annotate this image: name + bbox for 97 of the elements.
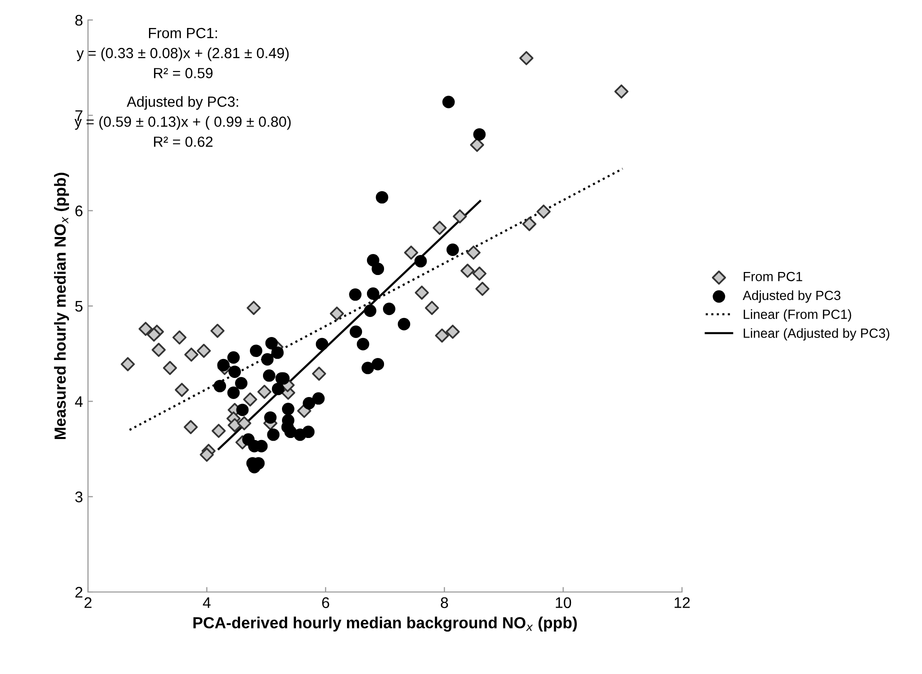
point	[349, 288, 362, 301]
point	[522, 216, 536, 232]
legend-label: From PC1	[744, 272, 802, 282]
x-axis-title: PCA-derived hourly median background NO$_{x}$ (ppb)	[193, 616, 577, 632]
x-tick-label: 10	[556, 597, 572, 608]
point	[146, 328, 161, 342]
point	[243, 392, 258, 406]
point	[414, 286, 429, 300]
point	[196, 344, 211, 358]
point	[382, 302, 396, 316]
point	[152, 342, 166, 357]
point	[174, 382, 189, 397]
point	[235, 377, 248, 390]
point	[372, 262, 384, 276]
point	[536, 204, 551, 219]
point	[446, 324, 460, 339]
point	[261, 353, 274, 366]
point	[271, 346, 284, 359]
point	[214, 380, 226, 392]
point	[472, 266, 486, 281]
point	[264, 411, 277, 424]
point	[466, 246, 481, 260]
y-tick-label: 6	[75, 206, 82, 216]
point	[404, 246, 418, 260]
point	[184, 420, 198, 434]
point	[330, 306, 344, 321]
point	[217, 358, 230, 372]
point	[246, 300, 261, 315]
point	[138, 322, 153, 336]
point	[414, 254, 427, 268]
y-tick-label: 7	[75, 110, 82, 121]
point	[470, 138, 484, 152]
point	[236, 404, 249, 416]
point	[356, 338, 370, 350]
annotation: From PC1:	[148, 28, 217, 38]
legend-label: Adjusted by PC3	[742, 290, 840, 303]
point	[316, 338, 328, 350]
point	[227, 386, 240, 399]
point	[237, 416, 252, 430]
point	[284, 426, 297, 438]
x-tick-label: 2	[84, 597, 92, 608]
point	[362, 362, 374, 374]
point	[366, 287, 380, 300]
point	[184, 348, 198, 362]
y-tick-label: 8	[75, 14, 82, 26]
x-tick-label: 12	[674, 597, 690, 608]
point	[312, 366, 326, 381]
point	[172, 330, 187, 345]
point	[452, 209, 467, 224]
point	[282, 402, 294, 416]
legend-label: Linear (Adjusted by PC3)	[744, 328, 890, 340]
point	[350, 326, 362, 338]
y-axis-title: Measured hourly median NO$_{x}$ (ppb)	[54, 172, 69, 440]
legend-label: Linear (From PC1)	[744, 309, 852, 322]
point	[302, 426, 315, 438]
annotation: R² = 0.62	[154, 136, 213, 147]
point	[519, 51, 534, 66]
point	[200, 448, 214, 462]
point	[227, 351, 240, 364]
point	[372, 358, 384, 370]
point	[366, 254, 380, 266]
annotation: R² = 0.59	[154, 68, 213, 78]
point	[475, 282, 490, 296]
point	[262, 369, 276, 382]
point	[265, 336, 278, 350]
y-tick-label: 3	[75, 492, 82, 502]
point	[460, 264, 475, 278]
point	[442, 96, 455, 108]
annotation: Adjusted by PC3:	[126, 96, 238, 110]
point	[267, 428, 280, 441]
point	[228, 418, 242, 432]
point	[312, 392, 325, 405]
x-tick-label: 4	[202, 597, 211, 608]
point	[302, 397, 316, 410]
point	[424, 300, 439, 315]
point	[228, 366, 241, 378]
point	[473, 128, 486, 141]
point	[250, 344, 262, 358]
y-tick-label: 2	[75, 586, 82, 598]
x-tick-label: 8	[440, 597, 448, 608]
annotation: y = (0.33 ± 0.08)x + (2.81 ± 0.49)	[76, 48, 289, 62]
point	[212, 424, 226, 438]
point	[446, 244, 459, 256]
point	[376, 191, 388, 204]
point	[272, 382, 284, 396]
point	[432, 220, 447, 235]
point	[398, 318, 410, 330]
point	[257, 384, 272, 399]
y-tick-label: 4	[74, 396, 83, 407]
point	[162, 360, 178, 376]
point	[434, 328, 450, 343]
point	[210, 324, 225, 338]
point	[364, 304, 376, 317]
point	[120, 357, 135, 372]
y-tick-label: 5	[75, 301, 82, 312]
point	[614, 84, 628, 99]
x-tick-label: 6	[322, 597, 330, 608]
